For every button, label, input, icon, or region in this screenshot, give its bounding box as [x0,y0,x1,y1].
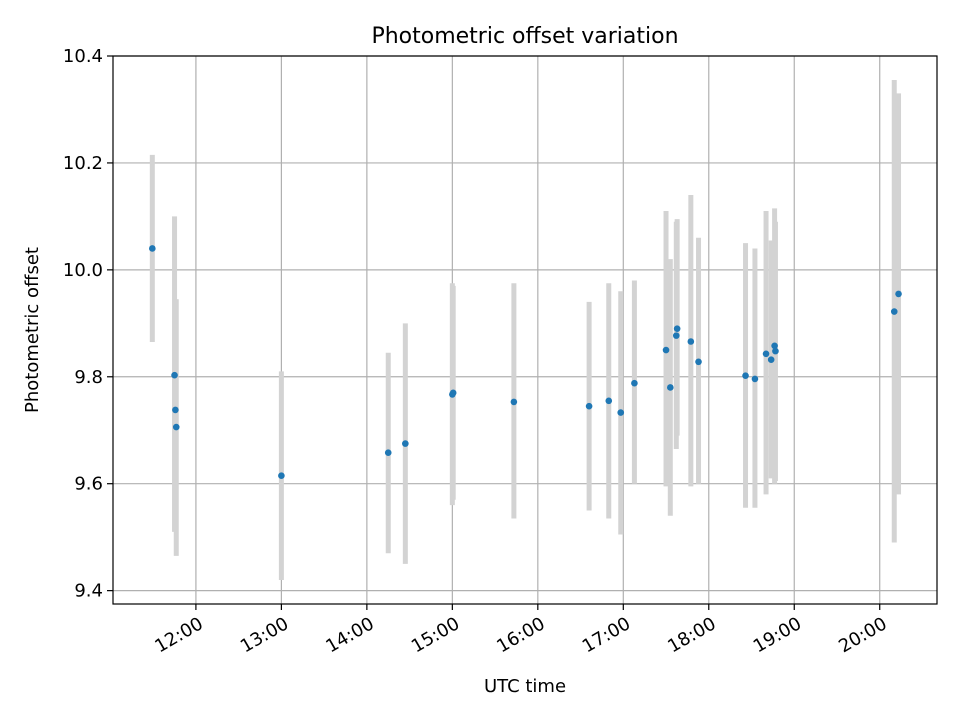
data-point [605,397,613,405]
data-point [742,372,749,380]
y-tick-label: 10.4 [63,46,103,67]
data-point [617,409,625,416]
data-point [585,402,593,410]
chart-title: Photometric offset variation [371,24,678,49]
data-point [772,347,779,355]
data-point [172,406,179,414]
data-point [672,332,680,339]
y-tick-label: 10.0 [63,260,103,281]
grid [113,55,937,604]
data-point [762,350,770,358]
data-point [172,423,180,431]
data-point [449,389,457,397]
data-point [895,290,902,298]
y-axis-ticks: 9.4 9.6 9.8 10.0 10.2 10.4 [63,46,113,602]
data-point [771,342,778,350]
data-point [767,356,775,363]
data-point [662,346,670,354]
y-tick-label: 9.8 [74,367,103,388]
plot-frame [112,55,938,605]
data-point [687,338,695,345]
data-point [171,371,178,379]
data-point [751,375,759,383]
data-point [695,358,702,366]
y-tick-label: 10.2 [63,153,103,174]
data-point [890,308,898,315]
data-point [384,449,392,456]
data-point [402,440,409,447]
data-point [149,245,156,252]
data-points [149,245,902,479]
y-axis-title: Photometric offset [22,247,43,413]
y-tick-label: 9.6 [74,474,103,495]
x-axis-title: UTC time [484,676,566,697]
y-tick-label: 9.4 [74,581,103,602]
data-point [278,472,285,479]
data-point [510,398,518,406]
data-point [631,379,638,387]
data-point [673,325,681,332]
data-point [667,384,674,391]
